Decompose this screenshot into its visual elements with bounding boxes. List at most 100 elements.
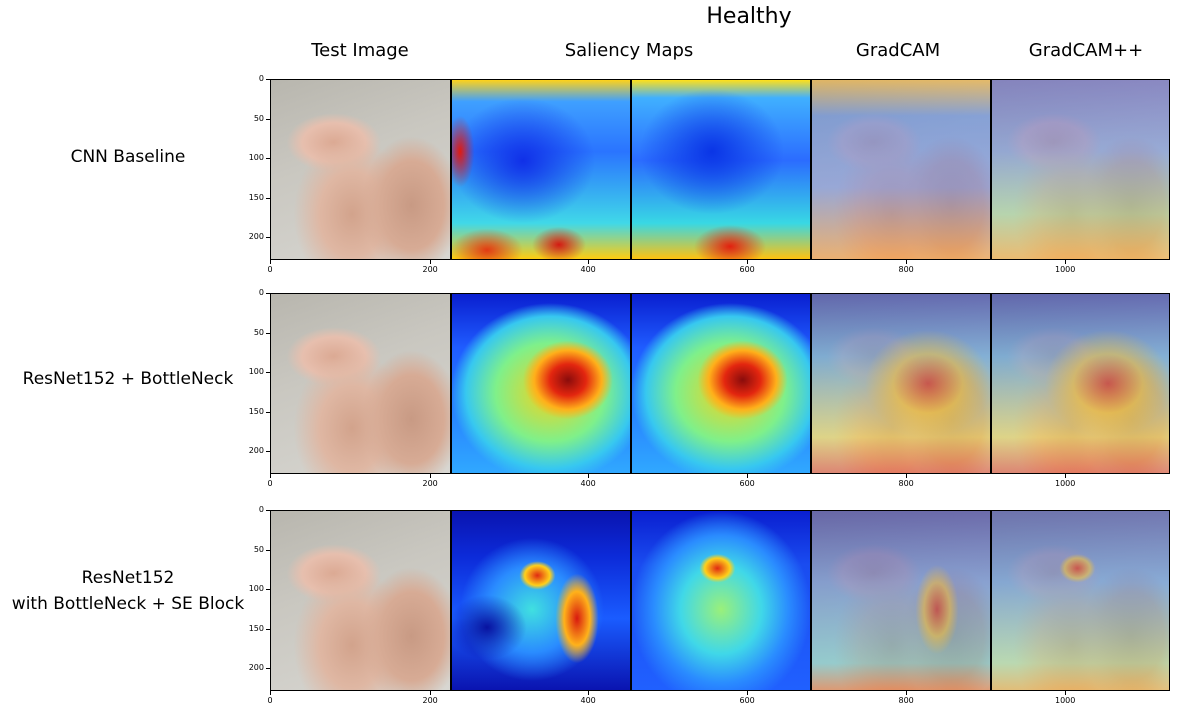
tile-separator: [810, 80, 812, 259]
x-tick: [747, 260, 748, 264]
x-tick-label: 600: [739, 265, 755, 274]
panel-strip-se: [270, 510, 1170, 691]
panel-strip-cnn: [270, 79, 1170, 260]
row-label-line: ResNet152: [81, 568, 175, 588]
y-tick-label: 100: [248, 584, 264, 593]
column-header-test-image: Test Image: [311, 40, 409, 61]
x-tick-label: 200: [422, 696, 438, 705]
row-label-line: with BottleNeck + SE Block: [11, 594, 245, 614]
row-label-cnn-baseline: CNN Baseline: [0, 144, 256, 170]
x-tick-label: 800: [898, 265, 914, 274]
saliency-map-2: [631, 80, 811, 259]
tile-separator: [990, 511, 992, 690]
y-tick: [266, 412, 270, 413]
column-header-gradcam-plus-plus: GradCAM++: [1028, 40, 1144, 61]
y-tick: [266, 372, 270, 373]
tile-separator: [990, 294, 992, 473]
x-tick: [588, 474, 589, 478]
x-tick-label: 400: [580, 479, 596, 488]
y-tick-label: 200: [248, 232, 264, 241]
x-tick-label: 600: [739, 696, 755, 705]
saliency-map-1: [451, 80, 631, 259]
x-tick-label: 800: [898, 479, 914, 488]
y-tick-label: 200: [248, 446, 264, 455]
saliency-map-2: [631, 511, 811, 690]
y-tick: [266, 510, 270, 511]
saliency-map-1: [451, 511, 631, 690]
saliency-map-2: [631, 294, 811, 473]
x-tick: [906, 474, 907, 478]
tile-separator: [810, 511, 812, 690]
gradcam-overlay: [811, 294, 991, 473]
tile-separator: [630, 294, 632, 473]
column-header-gradcam: GradCAM: [855, 40, 941, 61]
y-tick-label: 0: [258, 505, 264, 514]
x-tick-label: 800: [898, 696, 914, 705]
x-tick-label: 400: [580, 265, 596, 274]
tile-separator: [810, 294, 812, 473]
x-tick-label: 0: [267, 696, 273, 705]
y-tick: [266, 293, 270, 294]
x-tick: [588, 260, 589, 264]
x-tick: [906, 260, 907, 264]
gradcam-plus-plus-overlay: [991, 80, 1169, 259]
test-image: [271, 294, 451, 473]
test-image: [271, 80, 451, 259]
row-label-line: CNN Baseline: [70, 147, 186, 167]
y-tick: [266, 79, 270, 80]
y-tick: [266, 119, 270, 120]
y-tick: [266, 198, 270, 199]
x-tick: [906, 691, 907, 695]
y-tick: [266, 333, 270, 334]
test-image: [271, 511, 451, 690]
y-tick-label: 0: [258, 74, 264, 83]
panel-strip-bottleneck: [270, 293, 1170, 474]
y-tick-label: 200: [248, 663, 264, 672]
x-tick-label: 1000: [1055, 265, 1076, 274]
x-tick: [747, 474, 748, 478]
y-tick-label: 150: [248, 193, 264, 202]
y-tick: [266, 158, 270, 159]
x-tick: [1065, 691, 1066, 695]
tile-separator: [630, 511, 632, 690]
y-tick-label: 50: [253, 545, 264, 554]
x-tick-label: 1000: [1055, 479, 1076, 488]
x-tick: [270, 474, 271, 478]
y-tick: [266, 589, 270, 590]
gradcam-plus-plus-overlay: [991, 294, 1169, 473]
x-tick: [270, 260, 271, 264]
row-label-resnet-bottleneck: ResNet152 + BottleNeck: [0, 366, 256, 392]
y-tick-label: 50: [253, 114, 264, 123]
x-tick-label: 200: [422, 479, 438, 488]
x-tick: [747, 691, 748, 695]
tile-separator: [630, 80, 632, 259]
x-tick-label: 1000: [1055, 696, 1076, 705]
x-tick-label: 400: [580, 696, 596, 705]
x-tick: [1065, 260, 1066, 264]
y-tick: [266, 629, 270, 630]
x-tick: [270, 691, 271, 695]
tile-separator: [990, 80, 992, 259]
y-tick: [266, 550, 270, 551]
x-tick: [430, 474, 431, 478]
y-tick: [266, 451, 270, 452]
x-tick-label: 0: [267, 265, 273, 274]
column-header-saliency-maps: Saliency Maps: [564, 40, 694, 61]
x-tick: [588, 691, 589, 695]
row-label-resnet-se: ResNet152 with BottleNeck + SE Block: [0, 565, 256, 617]
x-tick-label: 0: [267, 479, 273, 488]
x-tick-label: 200: [422, 265, 438, 274]
gradcam-overlay: [811, 511, 991, 690]
y-tick-label: 0: [258, 288, 264, 297]
gradcam-overlay: [811, 80, 991, 259]
figure-title: Healthy: [706, 4, 792, 29]
x-tick-label: 600: [739, 479, 755, 488]
saliency-map-1: [451, 294, 631, 473]
x-tick: [430, 260, 431, 264]
y-tick-label: 150: [248, 624, 264, 633]
y-tick-label: 50: [253, 328, 264, 337]
gradcam-plus-plus-overlay: [991, 511, 1169, 690]
row-label-line: ResNet152 + BottleNeck: [22, 369, 234, 389]
y-tick: [266, 668, 270, 669]
y-tick-label: 100: [248, 153, 264, 162]
